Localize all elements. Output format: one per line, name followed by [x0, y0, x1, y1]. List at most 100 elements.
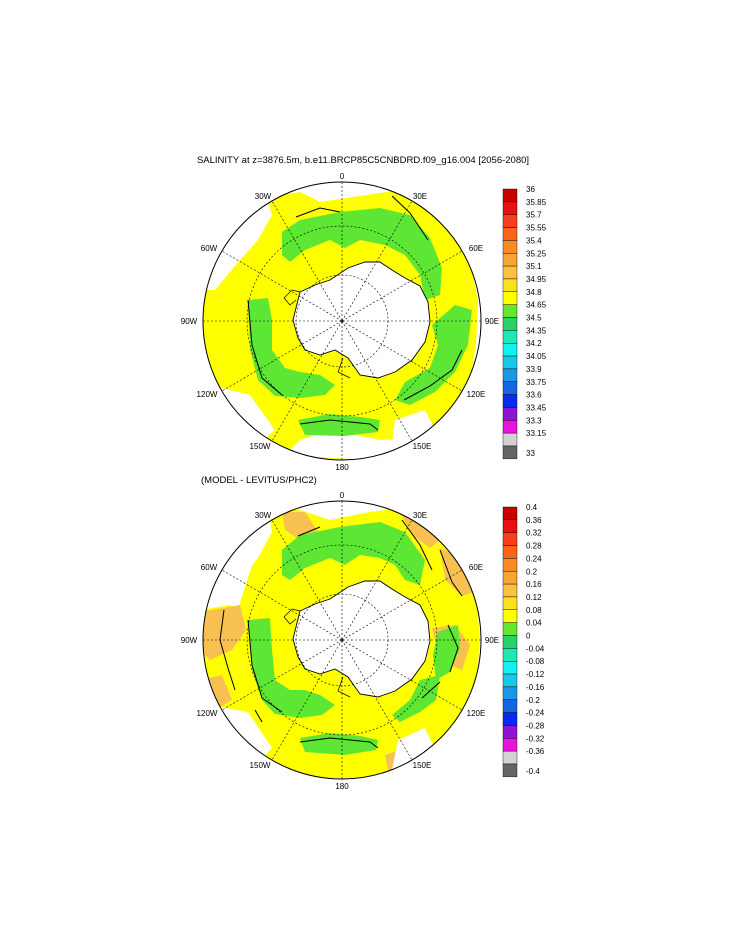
colorbar-tick-label: 0.36 [526, 516, 542, 525]
colorbar-tick-label: 34.35 [526, 326, 547, 335]
lon-label: 120E [467, 709, 486, 718]
colorbar-tick-label: 34.8 [526, 288, 542, 297]
colorbar-swatch [502, 686, 518, 700]
colorbar-swatch [502, 368, 518, 382]
colorbar-tick-label: 35.1 [526, 262, 542, 271]
colorbar-tick-label: 0.4 [526, 503, 538, 512]
colorbar-tick-label: 0 [526, 632, 531, 641]
lon-label: 90E [485, 636, 499, 645]
colorbar-tick-label: 35.7 [526, 211, 542, 220]
colorbar-swatch [502, 330, 518, 344]
colorbar-swatch [502, 609, 518, 623]
colorbar-tick-label: 34.2 [526, 339, 542, 348]
colorbar-swatch [502, 253, 518, 267]
salinity-colorbar: 36 35.85 35.7 35.55 35.4 35.25 35.1 34.95 34.8 34… [502, 185, 547, 460]
colorbar-tick-label: 33.15 [526, 429, 547, 438]
colorbar-swatch [502, 214, 518, 228]
colorbar-swatch [502, 201, 518, 215]
colorbar-tick-label: -0.12 [526, 670, 545, 679]
colorbar-swatch [502, 420, 518, 434]
colorbar-swatch [502, 278, 518, 293]
colorbar-swatch [502, 648, 518, 662]
colorbar-swatch [502, 725, 518, 739]
colorbar-swatch [502, 622, 518, 636]
colorbar-swatch [502, 240, 518, 254]
colorbar-tick-label: -0.28 [526, 721, 545, 730]
lon-label: 150W [250, 442, 271, 451]
colorbar-tick-label: 0.12 [526, 593, 542, 602]
colorbar-tick-label: 33.6 [526, 391, 542, 400]
colorbar-tick-label: 0.24 [526, 554, 542, 563]
lon-label: 120W [197, 390, 218, 399]
lon-label: 60E [469, 244, 483, 253]
lon-label: 150W [250, 761, 271, 770]
colorbar-swatch [502, 317, 518, 331]
colorbar-tick-label: 0.16 [526, 580, 542, 589]
lon-label: 90W [181, 317, 198, 326]
difference-panel: (MODEL - LEVITUS/PHC2) [181, 475, 545, 791]
colorbar-swatch [502, 558, 518, 572]
lon-label: 60E [469, 563, 483, 572]
difference-lon-labels: 0 30E 60E 90E 120E 150E 180 150W 120W 90… [181, 491, 499, 791]
colorbar-tick-label: 35.4 [526, 236, 542, 245]
lon-label: 90W [181, 636, 198, 645]
colorbar-swatch [502, 519, 518, 533]
colorbar-tick-label: -0.16 [526, 683, 545, 692]
salinity-graticule [203, 182, 481, 460]
colorbar-tick-label: 0.2 [526, 567, 538, 576]
colorbar-swatch [502, 699, 518, 713]
colorbar-swatch [502, 227, 518, 241]
salinity-lon-labels: 0 30E 60E 90E 120E 150E 180 150W 120W 90… [181, 172, 499, 472]
difference-title: (MODEL - LEVITUS/PHC2) [201, 475, 317, 486]
colorbar-swatch [502, 407, 518, 421]
colorbar-swatch [502, 712, 518, 726]
lon-label: 0 [340, 172, 345, 181]
salinity-map-border [202, 181, 482, 461]
colorbar-tick-label: 33 [526, 449, 535, 458]
colorbar-swatch [502, 265, 518, 280]
antarctica-outline [292, 580, 431, 698]
difference-map-border [202, 500, 482, 780]
colorbar-swatch [502, 583, 518, 598]
colorbar-tick-label: -0.24 [526, 709, 545, 718]
antarctica-outline [292, 261, 431, 379]
colorbar-tick-label: 34.05 [526, 352, 547, 361]
colorbar-tick-label: 33.75 [526, 378, 547, 387]
colorbar-tick-label: 33.45 [526, 403, 547, 412]
colorbar-tick-label: -0.2 [526, 696, 540, 705]
lon-label: 30W [255, 511, 272, 520]
colorbar-swatch [502, 381, 518, 395]
colorbar-swatch [502, 661, 518, 675]
lon-label: 30E [413, 192, 427, 201]
lon-label: 120W [197, 709, 218, 718]
colorbar-swatch [502, 763, 518, 778]
colorbar-tick-label: -0.32 [526, 734, 545, 743]
colorbar-tick-label: 0.32 [526, 529, 542, 538]
colorbar-tick-label: 34.95 [526, 275, 547, 284]
colorbar-tick-label: 34.65 [526, 301, 547, 310]
lon-label: 60W [201, 244, 218, 253]
lon-label: 30E [413, 511, 427, 520]
salinity-panel: SALINITY at z=3876.5m, b.e11.BRCP85C5CNB… [181, 155, 547, 472]
colorbar-tick-label: -0.36 [526, 747, 545, 756]
colorbar-tick-label: 0.04 [526, 619, 542, 628]
colorbar-swatch [502, 673, 518, 688]
colorbar-swatch [502, 545, 518, 559]
difference-field-green [282, 522, 425, 585]
lon-label: 150E [413, 761, 432, 770]
colorbar-tick-label: 34.5 [526, 314, 542, 323]
colorbar-swatch [502, 571, 518, 585]
lon-label: 30W [255, 192, 272, 201]
colorbar-swatch [502, 445, 518, 460]
colorbar-tick-label: 36 [526, 185, 535, 194]
colorbar-swatch [502, 432, 518, 447]
colorbar-swatch [502, 394, 518, 408]
colorbar-tick-label: 0.08 [526, 606, 542, 615]
salinity-title: SALINITY at z=3876.5m, b.e11.BRCP85C5CNB… [197, 155, 529, 166]
colorbar-tick-label: 35.55 [526, 224, 547, 233]
colorbar-swatch [502, 738, 518, 752]
lon-label: 0 [340, 491, 345, 500]
colorbar-swatch [502, 750, 518, 765]
difference-colorbar: 0.4 0.36 0.32 0.28 0.24 0.2 0.16 0.12 0.08 0.04 0 -… [502, 503, 545, 778]
